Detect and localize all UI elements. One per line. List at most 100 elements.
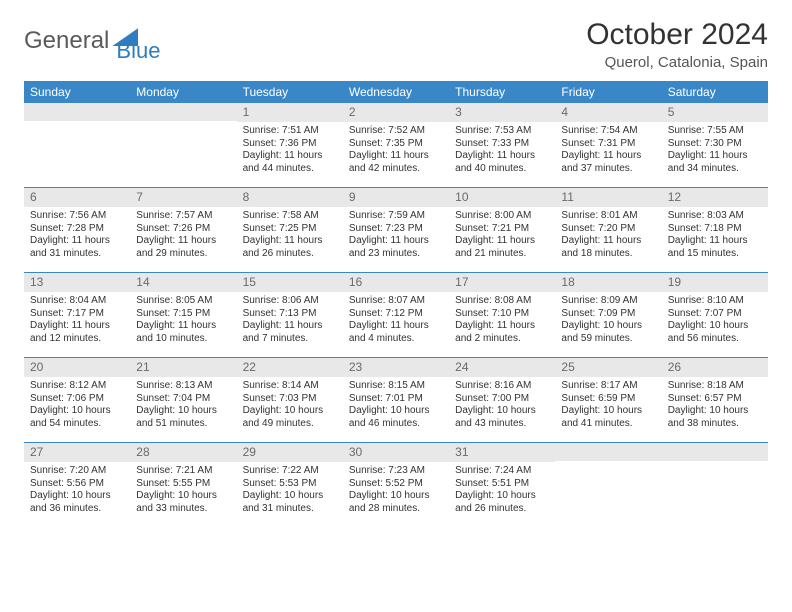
sunset-line: Sunset: 7:35 PM xyxy=(349,138,443,151)
calendar-cell: 21Sunrise: 8:13 AMSunset: 7:04 PMDayligh… xyxy=(130,358,236,442)
calendar-cell xyxy=(130,103,236,187)
sunset-line: Sunset: 7:17 PM xyxy=(30,308,124,321)
daylight-line: Daylight: 11 hours and 29 minutes. xyxy=(136,235,230,260)
calendar-week: 27Sunrise: 7:20 AMSunset: 5:56 PMDayligh… xyxy=(24,443,768,527)
cell-body: Sunrise: 8:00 AMSunset: 7:21 PMDaylight:… xyxy=(449,207,555,266)
sunset-line: Sunset: 6:57 PM xyxy=(668,393,762,406)
calendar-week: 13Sunrise: 8:04 AMSunset: 7:17 PMDayligh… xyxy=(24,273,768,358)
cell-body: Sunrise: 7:55 AMSunset: 7:30 PMDaylight:… xyxy=(662,122,768,181)
cell-body: Sunrise: 8:14 AMSunset: 7:03 PMDaylight:… xyxy=(237,377,343,436)
sunset-line: Sunset: 7:10 PM xyxy=(455,308,549,321)
weekday-header: Monday xyxy=(130,81,236,103)
daylight-line: Daylight: 11 hours and 40 minutes. xyxy=(455,150,549,175)
cell-body: Sunrise: 7:57 AMSunset: 7:26 PMDaylight:… xyxy=(130,207,236,266)
cell-body: Sunrise: 7:53 AMSunset: 7:33 PMDaylight:… xyxy=(449,122,555,181)
calendar-cell: 24Sunrise: 8:16 AMSunset: 7:00 PMDayligh… xyxy=(449,358,555,442)
sunset-line: Sunset: 7:26 PM xyxy=(136,223,230,236)
daylight-line: Daylight: 10 hours and 38 minutes. xyxy=(668,405,762,430)
sunrise-line: Sunrise: 8:01 AM xyxy=(561,210,655,223)
daylight-line: Daylight: 10 hours and 59 minutes. xyxy=(561,320,655,345)
day-number: 14 xyxy=(130,273,236,292)
cell-body: Sunrise: 7:20 AMSunset: 5:56 PMDaylight:… xyxy=(24,462,130,521)
calendar-cell: 4Sunrise: 7:54 AMSunset: 7:31 PMDaylight… xyxy=(555,103,661,187)
sunrise-line: Sunrise: 7:22 AM xyxy=(243,465,337,478)
cell-body: Sunrise: 8:07 AMSunset: 7:12 PMDaylight:… xyxy=(343,292,449,351)
cell-body: Sunrise: 7:24 AMSunset: 5:51 PMDaylight:… xyxy=(449,462,555,521)
sunrise-line: Sunrise: 8:16 AM xyxy=(455,380,549,393)
cell-body: Sunrise: 8:17 AMSunset: 6:59 PMDaylight:… xyxy=(555,377,661,436)
sunset-line: Sunset: 7:03 PM xyxy=(243,393,337,406)
calendar-cell: 5Sunrise: 7:55 AMSunset: 7:30 PMDaylight… xyxy=(662,103,768,187)
cell-body xyxy=(130,121,236,130)
calendar-cell: 28Sunrise: 7:21 AMSunset: 5:55 PMDayligh… xyxy=(130,443,236,527)
day-number: 29 xyxy=(237,443,343,462)
sunset-line: Sunset: 5:56 PM xyxy=(30,478,124,491)
sunrise-line: Sunrise: 8:04 AM xyxy=(30,295,124,308)
day-number xyxy=(662,443,768,461)
sunset-line: Sunset: 5:53 PM xyxy=(243,478,337,491)
logo-triangle-icon xyxy=(112,28,138,46)
month-title: October 2024 xyxy=(586,18,768,52)
sunset-line: Sunset: 7:04 PM xyxy=(136,393,230,406)
day-number: 20 xyxy=(24,358,130,377)
sunset-line: Sunset: 7:30 PM xyxy=(668,138,762,151)
sunrise-line: Sunrise: 7:58 AM xyxy=(243,210,337,223)
day-number: 4 xyxy=(555,103,661,122)
sunset-line: Sunset: 7:25 PM xyxy=(243,223,337,236)
cell-body: Sunrise: 8:10 AMSunset: 7:07 PMDaylight:… xyxy=(662,292,768,351)
weekday-header-row: Sunday Monday Tuesday Wednesday Thursday… xyxy=(24,81,768,103)
sunrise-line: Sunrise: 7:52 AM xyxy=(349,125,443,138)
daylight-line: Daylight: 11 hours and 44 minutes. xyxy=(243,150,337,175)
daylight-line: Daylight: 10 hours and 26 minutes. xyxy=(455,490,549,515)
sunrise-line: Sunrise: 8:15 AM xyxy=(349,380,443,393)
day-number: 10 xyxy=(449,188,555,207)
calendar-cell xyxy=(555,443,661,527)
sunset-line: Sunset: 5:55 PM xyxy=(136,478,230,491)
sunset-line: Sunset: 7:09 PM xyxy=(561,308,655,321)
cell-body xyxy=(662,461,768,470)
logo: General Blue xyxy=(24,18,160,64)
cell-body: Sunrise: 8:13 AMSunset: 7:04 PMDaylight:… xyxy=(130,377,236,436)
sunrise-line: Sunrise: 7:51 AM xyxy=(243,125,337,138)
day-number: 18 xyxy=(555,273,661,292)
sunset-line: Sunset: 7:06 PM xyxy=(30,393,124,406)
sunrise-line: Sunrise: 8:06 AM xyxy=(243,295,337,308)
daylight-line: Daylight: 11 hours and 18 minutes. xyxy=(561,235,655,260)
cell-body: Sunrise: 7:51 AMSunset: 7:36 PMDaylight:… xyxy=(237,122,343,181)
sunrise-line: Sunrise: 7:56 AM xyxy=(30,210,124,223)
cell-body: Sunrise: 8:18 AMSunset: 6:57 PMDaylight:… xyxy=(662,377,768,436)
sunrise-line: Sunrise: 8:18 AM xyxy=(668,380,762,393)
calendar-cell: 17Sunrise: 8:08 AMSunset: 7:10 PMDayligh… xyxy=(449,273,555,357)
cell-body: Sunrise: 8:03 AMSunset: 7:18 PMDaylight:… xyxy=(662,207,768,266)
calendar-cell: 20Sunrise: 8:12 AMSunset: 7:06 PMDayligh… xyxy=(24,358,130,442)
sunrise-line: Sunrise: 8:08 AM xyxy=(455,295,549,308)
day-number: 25 xyxy=(555,358,661,377)
day-number: 5 xyxy=(662,103,768,122)
sunrise-line: Sunrise: 7:23 AM xyxy=(349,465,443,478)
day-number: 11 xyxy=(555,188,661,207)
sunrise-line: Sunrise: 8:03 AM xyxy=(668,210,762,223)
calendar-cell: 27Sunrise: 7:20 AMSunset: 5:56 PMDayligh… xyxy=(24,443,130,527)
cell-body: Sunrise: 8:06 AMSunset: 7:13 PMDaylight:… xyxy=(237,292,343,351)
day-number xyxy=(24,103,130,121)
cell-body: Sunrise: 7:52 AMSunset: 7:35 PMDaylight:… xyxy=(343,122,449,181)
sunset-line: Sunset: 7:36 PM xyxy=(243,138,337,151)
daylight-line: Daylight: 11 hours and 21 minutes. xyxy=(455,235,549,260)
day-number: 12 xyxy=(662,188,768,207)
calendar-week: 1Sunrise: 7:51 AMSunset: 7:36 PMDaylight… xyxy=(24,103,768,188)
calendar-week: 20Sunrise: 8:12 AMSunset: 7:06 PMDayligh… xyxy=(24,358,768,443)
cell-body: Sunrise: 7:59 AMSunset: 7:23 PMDaylight:… xyxy=(343,207,449,266)
daylight-line: Daylight: 10 hours and 54 minutes. xyxy=(30,405,124,430)
sunrise-line: Sunrise: 7:57 AM xyxy=(136,210,230,223)
day-number: 28 xyxy=(130,443,236,462)
weeks-container: 1Sunrise: 7:51 AMSunset: 7:36 PMDaylight… xyxy=(24,103,768,527)
calendar-cell: 31Sunrise: 7:24 AMSunset: 5:51 PMDayligh… xyxy=(449,443,555,527)
calendar-cell: 14Sunrise: 8:05 AMSunset: 7:15 PMDayligh… xyxy=(130,273,236,357)
day-number: 7 xyxy=(130,188,236,207)
calendar-cell: 13Sunrise: 8:04 AMSunset: 7:17 PMDayligh… xyxy=(24,273,130,357)
cell-body: Sunrise: 8:16 AMSunset: 7:00 PMDaylight:… xyxy=(449,377,555,436)
sunset-line: Sunset: 7:21 PM xyxy=(455,223,549,236)
daylight-line: Daylight: 11 hours and 4 minutes. xyxy=(349,320,443,345)
sunset-line: Sunset: 7:12 PM xyxy=(349,308,443,321)
sunrise-line: Sunrise: 8:14 AM xyxy=(243,380,337,393)
